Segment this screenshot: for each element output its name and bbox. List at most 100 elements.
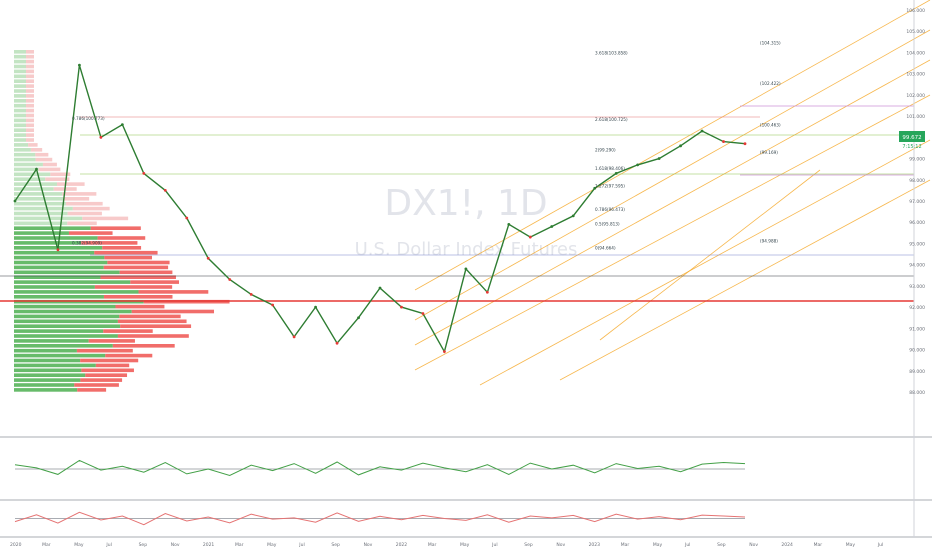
volume-bar-up (14, 280, 131, 284)
price-point (722, 140, 725, 143)
volume-bar-up (14, 113, 26, 118)
volume-bar-up (14, 275, 101, 279)
volume-bar-up (14, 285, 95, 289)
volume-bar-up (14, 157, 36, 162)
time-tick-label: 2020 (10, 542, 22, 548)
volume-bar-up (14, 54, 26, 59)
time-tick-label: May (267, 542, 277, 548)
fib-level-label: (104.315) (760, 41, 781, 46)
price-point (421, 312, 425, 315)
volume-bar-down (68, 231, 113, 235)
volume-bar-up (14, 162, 43, 167)
volume-bar-down (138, 290, 209, 294)
volume-bar-down (26, 99, 34, 103)
fib-labels: 0.786(100.773) 0.382(94.909) 3.618(103.858… (72, 41, 781, 251)
volume-bar-up (14, 187, 54, 191)
volume-bar-up (14, 197, 64, 201)
volume-bar-down (26, 69, 34, 74)
volume-bar-up (14, 128, 26, 132)
volume-bar-down (26, 123, 34, 128)
volume-bar-down (95, 363, 130, 368)
volume-bar-down (26, 54, 34, 59)
volume-bar-down (35, 152, 49, 157)
volume-bar-up (14, 59, 26, 64)
volume-bar-down (26, 138, 34, 142)
time-tick-label: Sep (524, 542, 533, 548)
price-point (13, 199, 17, 203)
price-tick-label: 90.000 (909, 348, 925, 354)
volume-bar-up (14, 388, 78, 392)
volume-bar-down (94, 285, 173, 289)
price-point (593, 186, 597, 190)
volume-bar-up (14, 118, 26, 123)
price-point (357, 316, 360, 320)
price-point (249, 292, 253, 296)
volume-bar-up (14, 383, 75, 387)
volume-bar-up (14, 329, 104, 333)
time-tick-label: 2024 (781, 542, 793, 548)
time-tick-label: Nov (556, 542, 565, 548)
price-point (78, 63, 81, 67)
volume-bar-down (119, 314, 181, 319)
volume-bar-up (14, 231, 69, 235)
volume-bar-down (120, 324, 192, 328)
price-tick-label: 97.000 (909, 199, 925, 205)
time-tick-label: Mar (621, 542, 630, 548)
volume-bar-down (103, 295, 173, 299)
volume-bar-up (14, 103, 26, 108)
volume-bar-down (72, 206, 110, 211)
time-tick-label: Jul (684, 542, 690, 548)
time-tick-label: May (846, 542, 856, 548)
volume-bar-down (67, 211, 102, 216)
price-axis: 106.000 105.000 104.000 103.000 102.000 101.0… (906, 8, 925, 396)
price-point (185, 216, 189, 220)
price-tick-label: 91.000 (909, 326, 925, 332)
volume-bar-down (85, 373, 128, 377)
fib-level-label: 2(99.290) (595, 147, 616, 152)
price-point (292, 335, 296, 339)
volume-bar-down (26, 89, 34, 93)
volume-bar-down (81, 368, 134, 373)
volume-bar-up (14, 221, 68, 226)
volume-bar-up (14, 334, 118, 338)
price-point (378, 286, 382, 290)
time-tick-label: 2022 (396, 542, 408, 548)
volume-bar-down (26, 103, 34, 108)
channel-line (414, 29, 931, 321)
volume-bar-down (26, 64, 34, 69)
oscillator-1-line (14, 459, 746, 477)
volume-bar-up (14, 167, 39, 172)
volume-bar-up (14, 295, 104, 299)
fib-level-label: 1.618(98.406) (595, 166, 625, 171)
time-tick-label: Mar (814, 542, 823, 548)
price-point (700, 129, 704, 133)
oscillator-2-line (14, 511, 746, 526)
volume-bar-down (80, 358, 139, 363)
price-point (335, 341, 339, 345)
price-point (636, 163, 640, 167)
last-price-sub: 7:15:12 (902, 144, 921, 150)
volume-bar-down (119, 270, 173, 275)
volume-bar-down (56, 182, 85, 186)
price-point (614, 172, 618, 175)
volume-bar-up (14, 99, 26, 103)
volume-bar-up (14, 348, 77, 353)
price-point (550, 225, 554, 228)
time-tick-label: 2023 (589, 542, 601, 548)
watermark-symbol: DX1!, 1D (384, 183, 547, 224)
volume-bar-up (14, 211, 68, 216)
volume-bar-up (14, 192, 63, 196)
volume-bar-down (103, 329, 153, 333)
price-tick-label: 95.000 (909, 241, 925, 247)
volume-bar-down (130, 280, 179, 284)
price-point (507, 222, 511, 226)
volume-bar-up (14, 265, 104, 270)
time-tick-label: Sep (717, 542, 726, 548)
price-tick-label: 96.000 (909, 220, 925, 226)
volume-bar-down (26, 118, 34, 123)
volume-bar-up (14, 353, 106, 358)
volume-bar-up (14, 378, 81, 382)
volume-profile (14, 50, 230, 392)
price-tick-label: 106.000 (906, 8, 925, 14)
